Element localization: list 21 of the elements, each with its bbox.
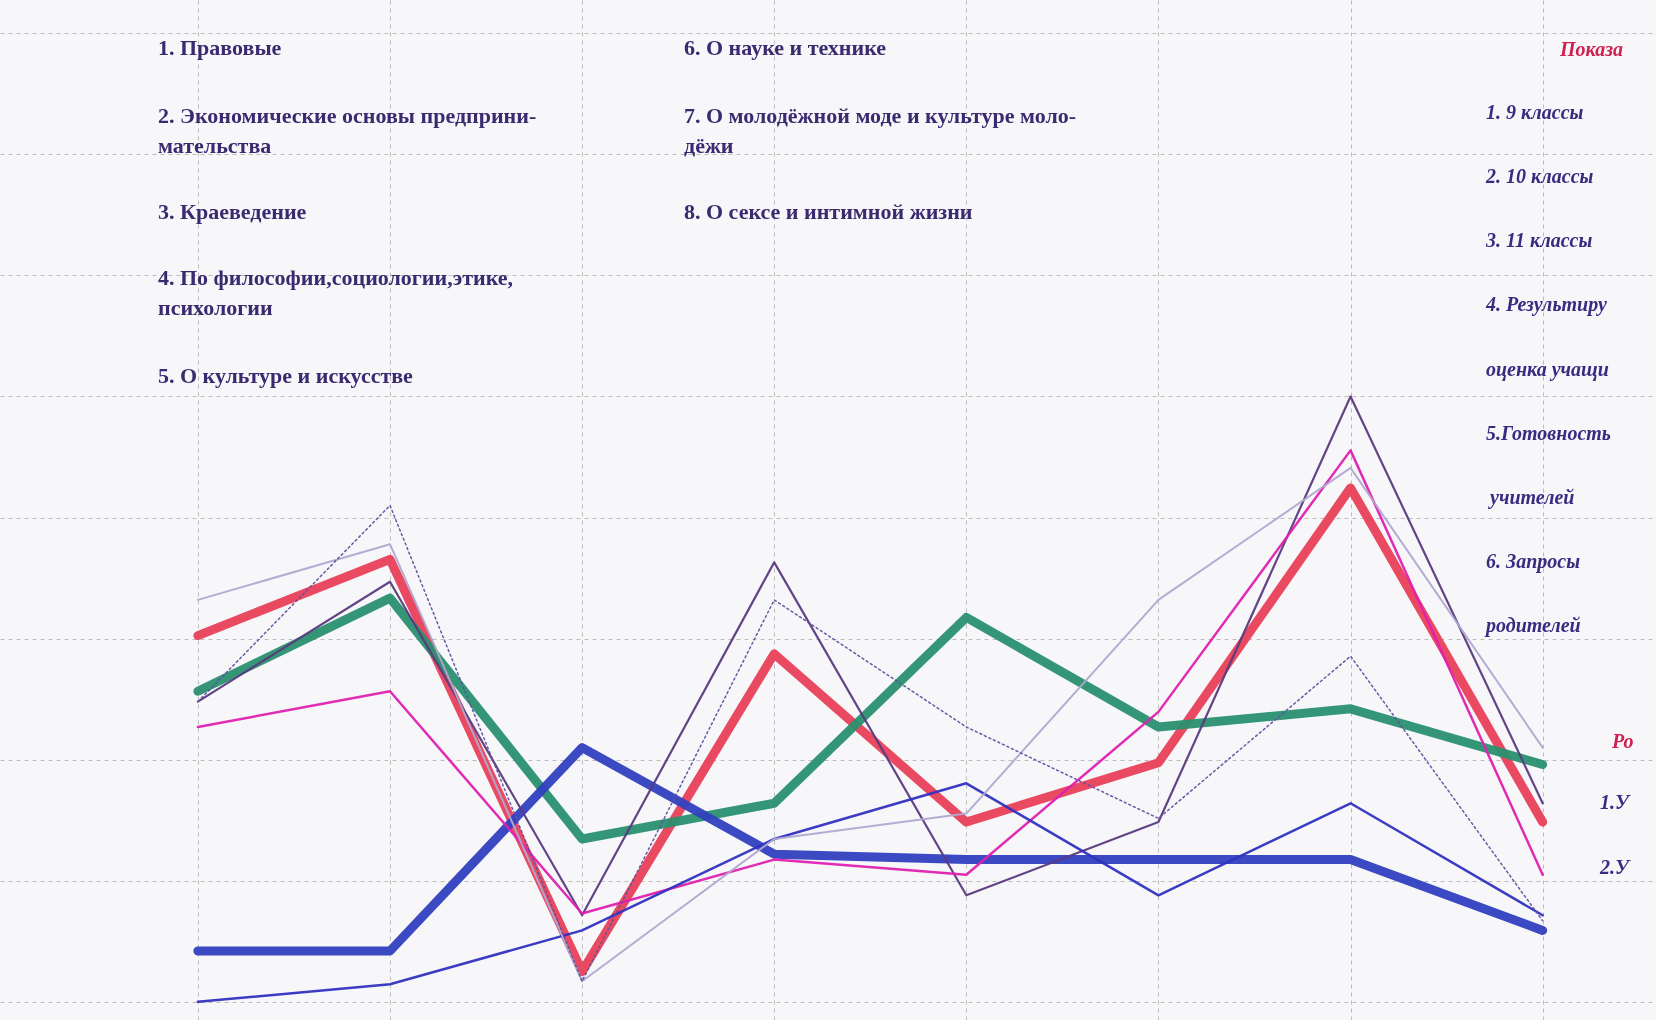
annotation: 5.Готовность [1486,422,1611,444]
text: 3. 11 классы [1485,229,1593,251]
text: 4. По философии,социологии,этике, психологии [158,265,514,320]
annotation: Ро [1611,730,1634,752]
annotation: 1.У [1600,791,1631,813]
text: 4. Результиру [1485,293,1607,316]
text: 3. Краеведение [158,199,307,224]
text: 7. О молодёжной моде и культуре моло- дёжи [684,103,1077,158]
text: оценка учащи [1486,358,1609,381]
annotation: родителей [1484,614,1581,637]
text: 2. Экономические основы предприни- мательства [158,103,537,158]
text: Показа [1559,38,1623,60]
text: 1. 9 классы [1486,101,1584,123]
annotation: 2.У [1599,856,1631,878]
text: 5. О культуре и искусстве [158,363,414,388]
text: 1. Правовые [158,35,282,60]
text: 6. О науке и технике [684,35,887,60]
annotation: учителей [1488,486,1575,509]
text: 2. 10 классы [1485,165,1594,187]
annotation: 6. Запросы [1486,550,1581,573]
text: 8. О сексе и интимной жизни [684,199,973,224]
